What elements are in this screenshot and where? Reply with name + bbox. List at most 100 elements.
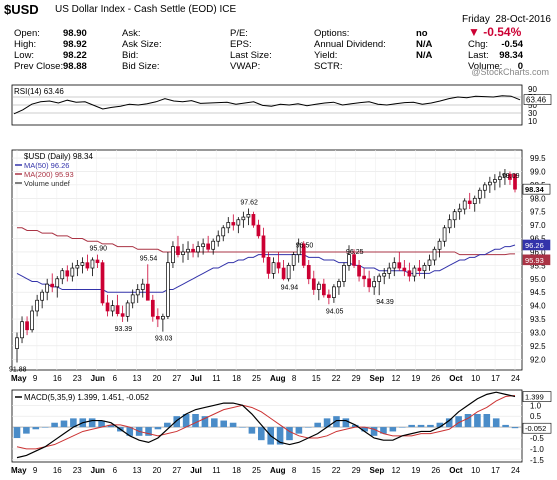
price-annotation: 96.50 [296, 243, 314, 250]
candle-body [176, 246, 180, 255]
macd-histogram-bar [248, 427, 256, 434]
quote-label: Ask: [122, 28, 141, 39]
macd-histogram-bar [13, 427, 21, 438]
macd-histogram-bar [342, 418, 350, 428]
macd-x-label: 9 [33, 466, 38, 475]
macd-histogram-bar [70, 418, 77, 428]
macd-histogram-bar [323, 418, 331, 428]
candle-body [211, 240, 216, 250]
quote-value: 98.22 [63, 50, 87, 61]
watermark: @StockCharts.com [471, 67, 549, 77]
candle-body [166, 262, 170, 317]
candle-body [105, 302, 110, 312]
candle-body [291, 254, 296, 266]
candle-body [276, 262, 281, 269]
legend-label: $USD (Daily) 98.34 [24, 152, 93, 161]
candle-body [347, 254, 351, 266]
candle-body [422, 265, 427, 272]
macd-histogram-bar [276, 427, 284, 445]
candle-body [508, 173, 512, 180]
macd-histogram-bar [511, 427, 519, 429]
candle-body [311, 278, 316, 290]
price-annotation: 94.39 [376, 299, 394, 306]
rsi-last-box [523, 94, 552, 105]
candle-body [50, 283, 55, 288]
price-tick-label: 95.5 [530, 261, 546, 270]
price-x-label: May [11, 374, 27, 383]
price-annotation: 93.03 [155, 336, 173, 343]
candle-body [125, 302, 130, 317]
macd-histogram-bar [286, 427, 293, 441]
candle-body [90, 259, 95, 269]
macd-x-label: Aug [270, 466, 286, 475]
macd-histogram-bar [380, 427, 387, 434]
candle-body [432, 248, 437, 261]
candle-body [286, 265, 291, 280]
macd-histogram-bar [145, 427, 152, 436]
price-annotation: 94.05 [326, 308, 344, 315]
candle-body [367, 278, 371, 288]
candle-body [186, 248, 190, 253]
quote-date: Friday 28-Oct-2016 [462, 15, 551, 25]
macd-x-label: 22 [332, 466, 341, 475]
price-x-label: 16 [53, 374, 62, 383]
quote-label: Prev Close: [14, 61, 64, 72]
legend-label: MA(50) 96.26 [24, 161, 69, 170]
candle-body [271, 262, 276, 274]
macd-x-label: 15 [312, 466, 321, 475]
ma50-line [16, 244, 516, 293]
candle-body [447, 219, 452, 229]
macd-x-label: Sep [370, 466, 385, 475]
candle-body [482, 184, 487, 191]
macd-line [16, 391, 516, 459]
candle-body [427, 259, 432, 266]
candle-body [15, 337, 19, 349]
candle-body [55, 278, 60, 288]
candle-body [80, 262, 85, 266]
candle-body [226, 222, 231, 229]
exchange-label: ICE [219, 4, 237, 15]
macd-histogram-bar [164, 422, 171, 428]
legend-label: MA(200) 95.93 [24, 170, 74, 179]
price-x-label: 13 [133, 374, 142, 383]
macd-histogram-bar [408, 424, 415, 428]
candle-body [513, 173, 517, 190]
candle-body [472, 197, 477, 205]
candle-body [467, 200, 472, 205]
macd-histogram-bar [295, 427, 303, 434]
candle-body [100, 262, 105, 304]
price-tick-label: 96.5 [530, 235, 546, 244]
macd-histogram-bar [126, 427, 134, 436]
candle-body [145, 283, 150, 301]
price-x-label: Sep [370, 374, 385, 383]
candle-body [201, 243, 205, 247]
quote-value: 98.34 [499, 50, 523, 61]
candle-body [75, 265, 80, 269]
candle-body [251, 214, 256, 226]
candle-body [95, 259, 100, 264]
quote-label: Annual Dividend: [314, 39, 386, 50]
macd-histogram-bar [201, 416, 209, 428]
macd-x-label: 6 [113, 466, 118, 475]
price-x-label: 23 [73, 374, 82, 383]
macd-histogram-bar [229, 422, 237, 428]
macd-histogram-bar [351, 424, 359, 428]
rsi-tick-label: 10 [528, 117, 537, 126]
candle-body [70, 267, 75, 277]
candle-body [191, 248, 195, 253]
candle-body [85, 262, 90, 269]
right-value-label: 96.26 [525, 241, 544, 250]
legend-label: Volume undef [24, 179, 71, 188]
macd-histogram-bar [474, 414, 481, 428]
macd-x-label: 25 [252, 466, 261, 475]
price-x-label: 15 [312, 374, 321, 383]
macd-histogram-bar [211, 418, 218, 428]
candle-body [392, 262, 397, 269]
macd-histogram-bar [173, 416, 181, 428]
quote-label: Ask Size: [122, 39, 162, 50]
price-annotation: 97.62 [240, 199, 258, 206]
macd-histogram-bar [107, 424, 115, 428]
price-tick-label: 92.0 [530, 355, 546, 364]
macd-signal-line [16, 394, 516, 450]
macd-histogram-bar [389, 427, 397, 432]
